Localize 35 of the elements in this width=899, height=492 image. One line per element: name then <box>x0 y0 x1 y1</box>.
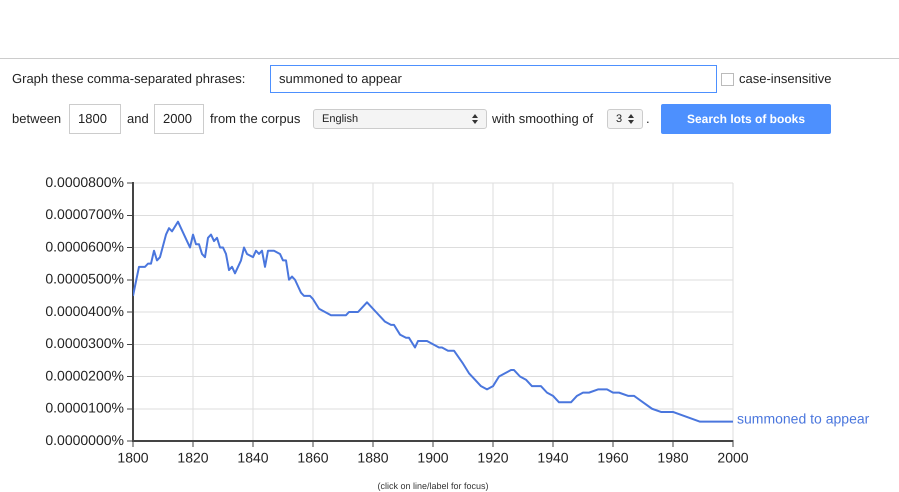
x-tick-label: 1980 <box>657 449 689 466</box>
x-tick-label: 1960 <box>597 449 629 466</box>
text: and <box>127 111 149 126</box>
phrase-field: summoned to appear <box>270 65 717 93</box>
y-tick-label: 0.0000100% <box>45 400 124 416</box>
smoothing-select: 3 <box>607 109 643 129</box>
y-tick-label: 0.0000600% <box>45 238 124 254</box>
end-year-field: 2000 <box>154 104 204 134</box>
x-tick-label: 1880 <box>357 449 389 466</box>
y-tick-label: 0.0000700% <box>45 206 124 222</box>
x-tick-label: 1860 <box>297 449 329 466</box>
y-tick-label: 0.0000000% <box>45 432 124 448</box>
x-tick-label: 1820 <box>177 449 209 466</box>
y-tick-label: 0.0000300% <box>45 335 124 352</box>
x-tick-label: 2000 <box>717 449 749 466</box>
text: with smoothing of <box>492 111 594 126</box>
text: (click on line/label for focus) <box>376 481 490 491</box>
start-year-field: 1800 <box>69 104 121 134</box>
text: . <box>646 111 650 126</box>
y-tick-label: 0.0000400% <box>45 302 124 319</box>
x-tick-label: 1940 <box>537 449 569 466</box>
x-tick-label: 1900 <box>417 449 449 466</box>
x-tick-label: 1800 <box>117 449 149 466</box>
x-tick-label: 1840 <box>237 449 269 466</box>
text: between <box>12 111 62 126</box>
text: from the corpus <box>210 111 300 126</box>
series-label: summoned to appear <box>737 410 870 427</box>
text: case-insensitive <box>739 71 832 86</box>
text: Graph these comma-separated phrases: <box>12 71 246 86</box>
y-tick-label: 0.0000800% <box>45 174 124 190</box>
y-tick-label: 0.0000200% <box>45 367 124 384</box>
corpus-select: English <box>313 109 487 129</box>
x-tick-label: 1920 <box>477 449 509 466</box>
y-tick-label: 0.0000500% <box>45 270 124 287</box>
search-button: Search lots of books <box>661 104 831 134</box>
